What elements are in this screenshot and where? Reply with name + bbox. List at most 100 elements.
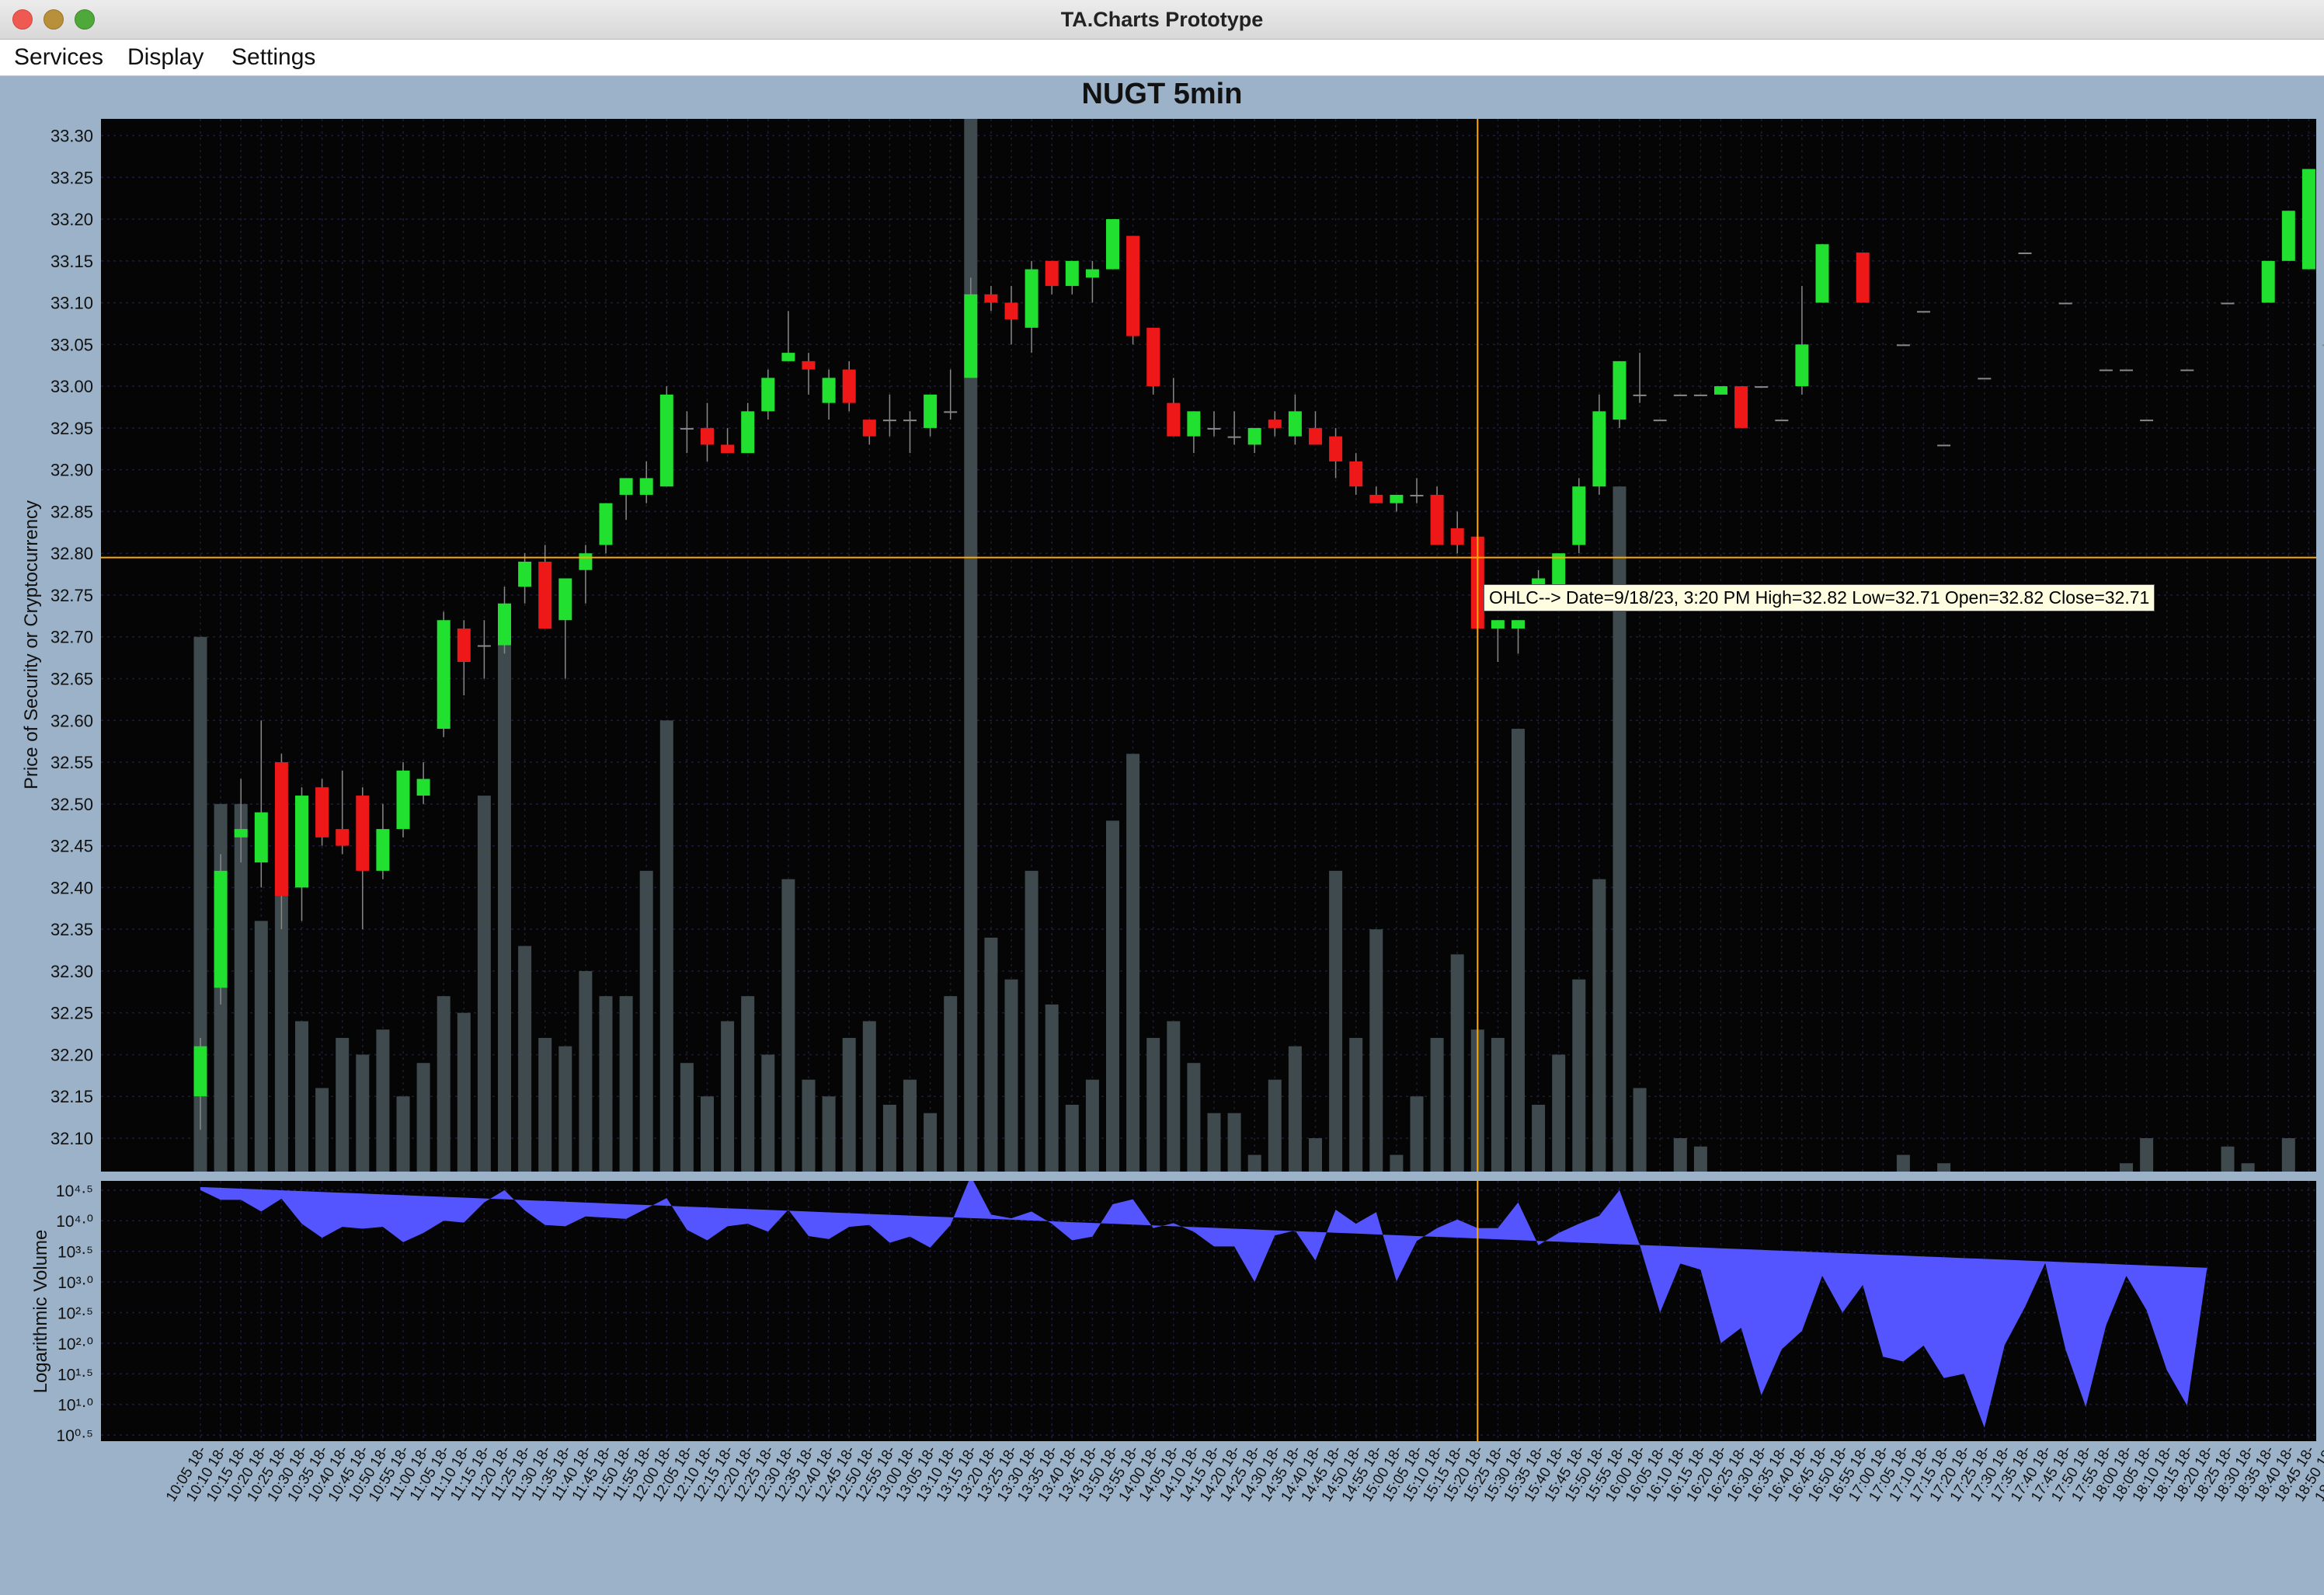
candle-body	[2322, 344, 2324, 347]
volume-bar	[1106, 820, 1119, 1172]
candle-body	[295, 796, 308, 888]
price-tick-label: 32.55	[50, 753, 93, 772]
candle-body	[701, 427, 714, 445]
candle-body	[1714, 386, 1727, 395]
candle-body	[1106, 219, 1119, 270]
candle-body	[1126, 235, 1140, 336]
candle-body	[1572, 486, 1586, 545]
window-titlebar: TA.Charts Prototype	[0, 0, 2324, 40]
volume-tick-label: 10²·⁵	[57, 1304, 93, 1322]
candle-body	[477, 645, 491, 647]
candle-body	[1004, 302, 1018, 320]
volume-bar	[274, 803, 288, 1172]
candle-body	[2261, 260, 2275, 303]
menu-services[interactable]: Services	[14, 44, 104, 70]
candle-body	[1167, 402, 1181, 437]
candle-body	[1653, 420, 1667, 422]
volume-bar	[1369, 929, 1383, 1172]
maximize-window-button[interactable]	[75, 9, 95, 30]
candle-body	[1512, 620, 1525, 629]
candle-body	[416, 778, 430, 796]
volume-bar	[437, 996, 451, 1172]
volume-bar	[1004, 979, 1018, 1172]
candle-body	[1085, 269, 1099, 278]
volume-bar	[802, 1079, 816, 1172]
candle-body	[882, 420, 896, 422]
volume-bar	[1673, 1137, 1687, 1172]
candle-body	[193, 1046, 207, 1097]
candle-body	[457, 628, 471, 663]
volume-bar	[518, 946, 532, 1172]
menu-settings[interactable]: Settings	[231, 44, 316, 70]
volume-bar	[1146, 1037, 1160, 1172]
volume-bar	[882, 1104, 896, 1172]
candle-body	[1288, 411, 1302, 437]
minimize-window-button[interactable]	[43, 9, 64, 30]
close-window-button[interactable]	[12, 9, 33, 30]
volume-bar	[721, 1021, 735, 1172]
volume-bar	[2281, 1137, 2295, 1172]
volume-bar	[680, 1063, 694, 1172]
log-volume-area	[200, 1175, 2207, 1428]
candle-body	[1065, 260, 1079, 287]
volume-bar	[1085, 1079, 1099, 1172]
price-tick-label: 33.25	[50, 168, 93, 187]
volume-bar	[984, 937, 998, 1172]
volume-bar	[842, 1037, 856, 1172]
candle-body	[1937, 444, 1951, 447]
volume-bar	[234, 803, 248, 1172]
volume-tick-label: 10³·⁵	[57, 1244, 93, 1262]
price-tick-label: 32.30	[50, 962, 93, 981]
volume-bar	[1329, 870, 1343, 1172]
price-tick-label: 32.15	[50, 1087, 93, 1106]
volume-bar	[1491, 1037, 1505, 1172]
volume-tick-label: 10³·⁰	[57, 1274, 93, 1292]
volume-bar	[295, 1021, 308, 1172]
volume-bar	[701, 1096, 714, 1172]
candle-body	[2058, 302, 2072, 305]
candle-body	[1613, 360, 1626, 420]
candle-body	[1247, 427, 1261, 445]
price-tick-label: 32.85	[50, 502, 93, 521]
candle-body	[2221, 302, 2235, 305]
candle-body	[1187, 411, 1201, 437]
volume-bar	[944, 996, 958, 1172]
candle-body	[2120, 369, 2133, 371]
volume-bar	[1126, 754, 1140, 1172]
price-tick-label: 32.75	[50, 586, 93, 605]
candle-body	[1025, 269, 1038, 328]
candle-body	[924, 394, 938, 428]
candle-body	[1309, 427, 1322, 445]
volume-bar	[1247, 1154, 1261, 1172]
volume-bar	[477, 796, 491, 1172]
candle-body	[234, 829, 248, 838]
volume-tick-label: 10¹·⁵	[57, 1366, 93, 1384]
price-axis-label: Price of Security or Cryptocurrency	[21, 500, 42, 789]
price-tick-label: 33.30	[50, 127, 93, 146]
volume-bar	[781, 879, 795, 1172]
price-tick-label: 32.35	[50, 920, 93, 939]
menu-display[interactable]: Display	[127, 44, 204, 70]
volume-bar	[558, 1046, 572, 1172]
candle-body	[2018, 252, 2032, 255]
volume-bar	[193, 636, 207, 1172]
candle-body	[659, 394, 673, 487]
candle-body	[1633, 394, 1647, 396]
candle-body	[781, 353, 795, 361]
candle-body	[680, 427, 694, 430]
price-tick-label: 33.05	[50, 335, 93, 354]
volume-tick-label: 10²·⁰	[57, 1336, 93, 1353]
candle-body	[1978, 378, 1992, 380]
volume-tick-label: 10⁴·⁵	[56, 1182, 93, 1200]
candle-body	[639, 478, 653, 495]
price-tick-label: 32.40	[50, 878, 93, 897]
candle-body	[1491, 620, 1505, 629]
volume-bar	[903, 1079, 917, 1172]
candle-body	[741, 411, 755, 454]
candle-body	[1896, 344, 1910, 347]
menu-bar: Services Display Settings	[0, 40, 2324, 76]
candle-body	[599, 503, 613, 545]
candle-body	[2140, 420, 2154, 422]
price-tick-label: 32.50	[50, 795, 93, 814]
